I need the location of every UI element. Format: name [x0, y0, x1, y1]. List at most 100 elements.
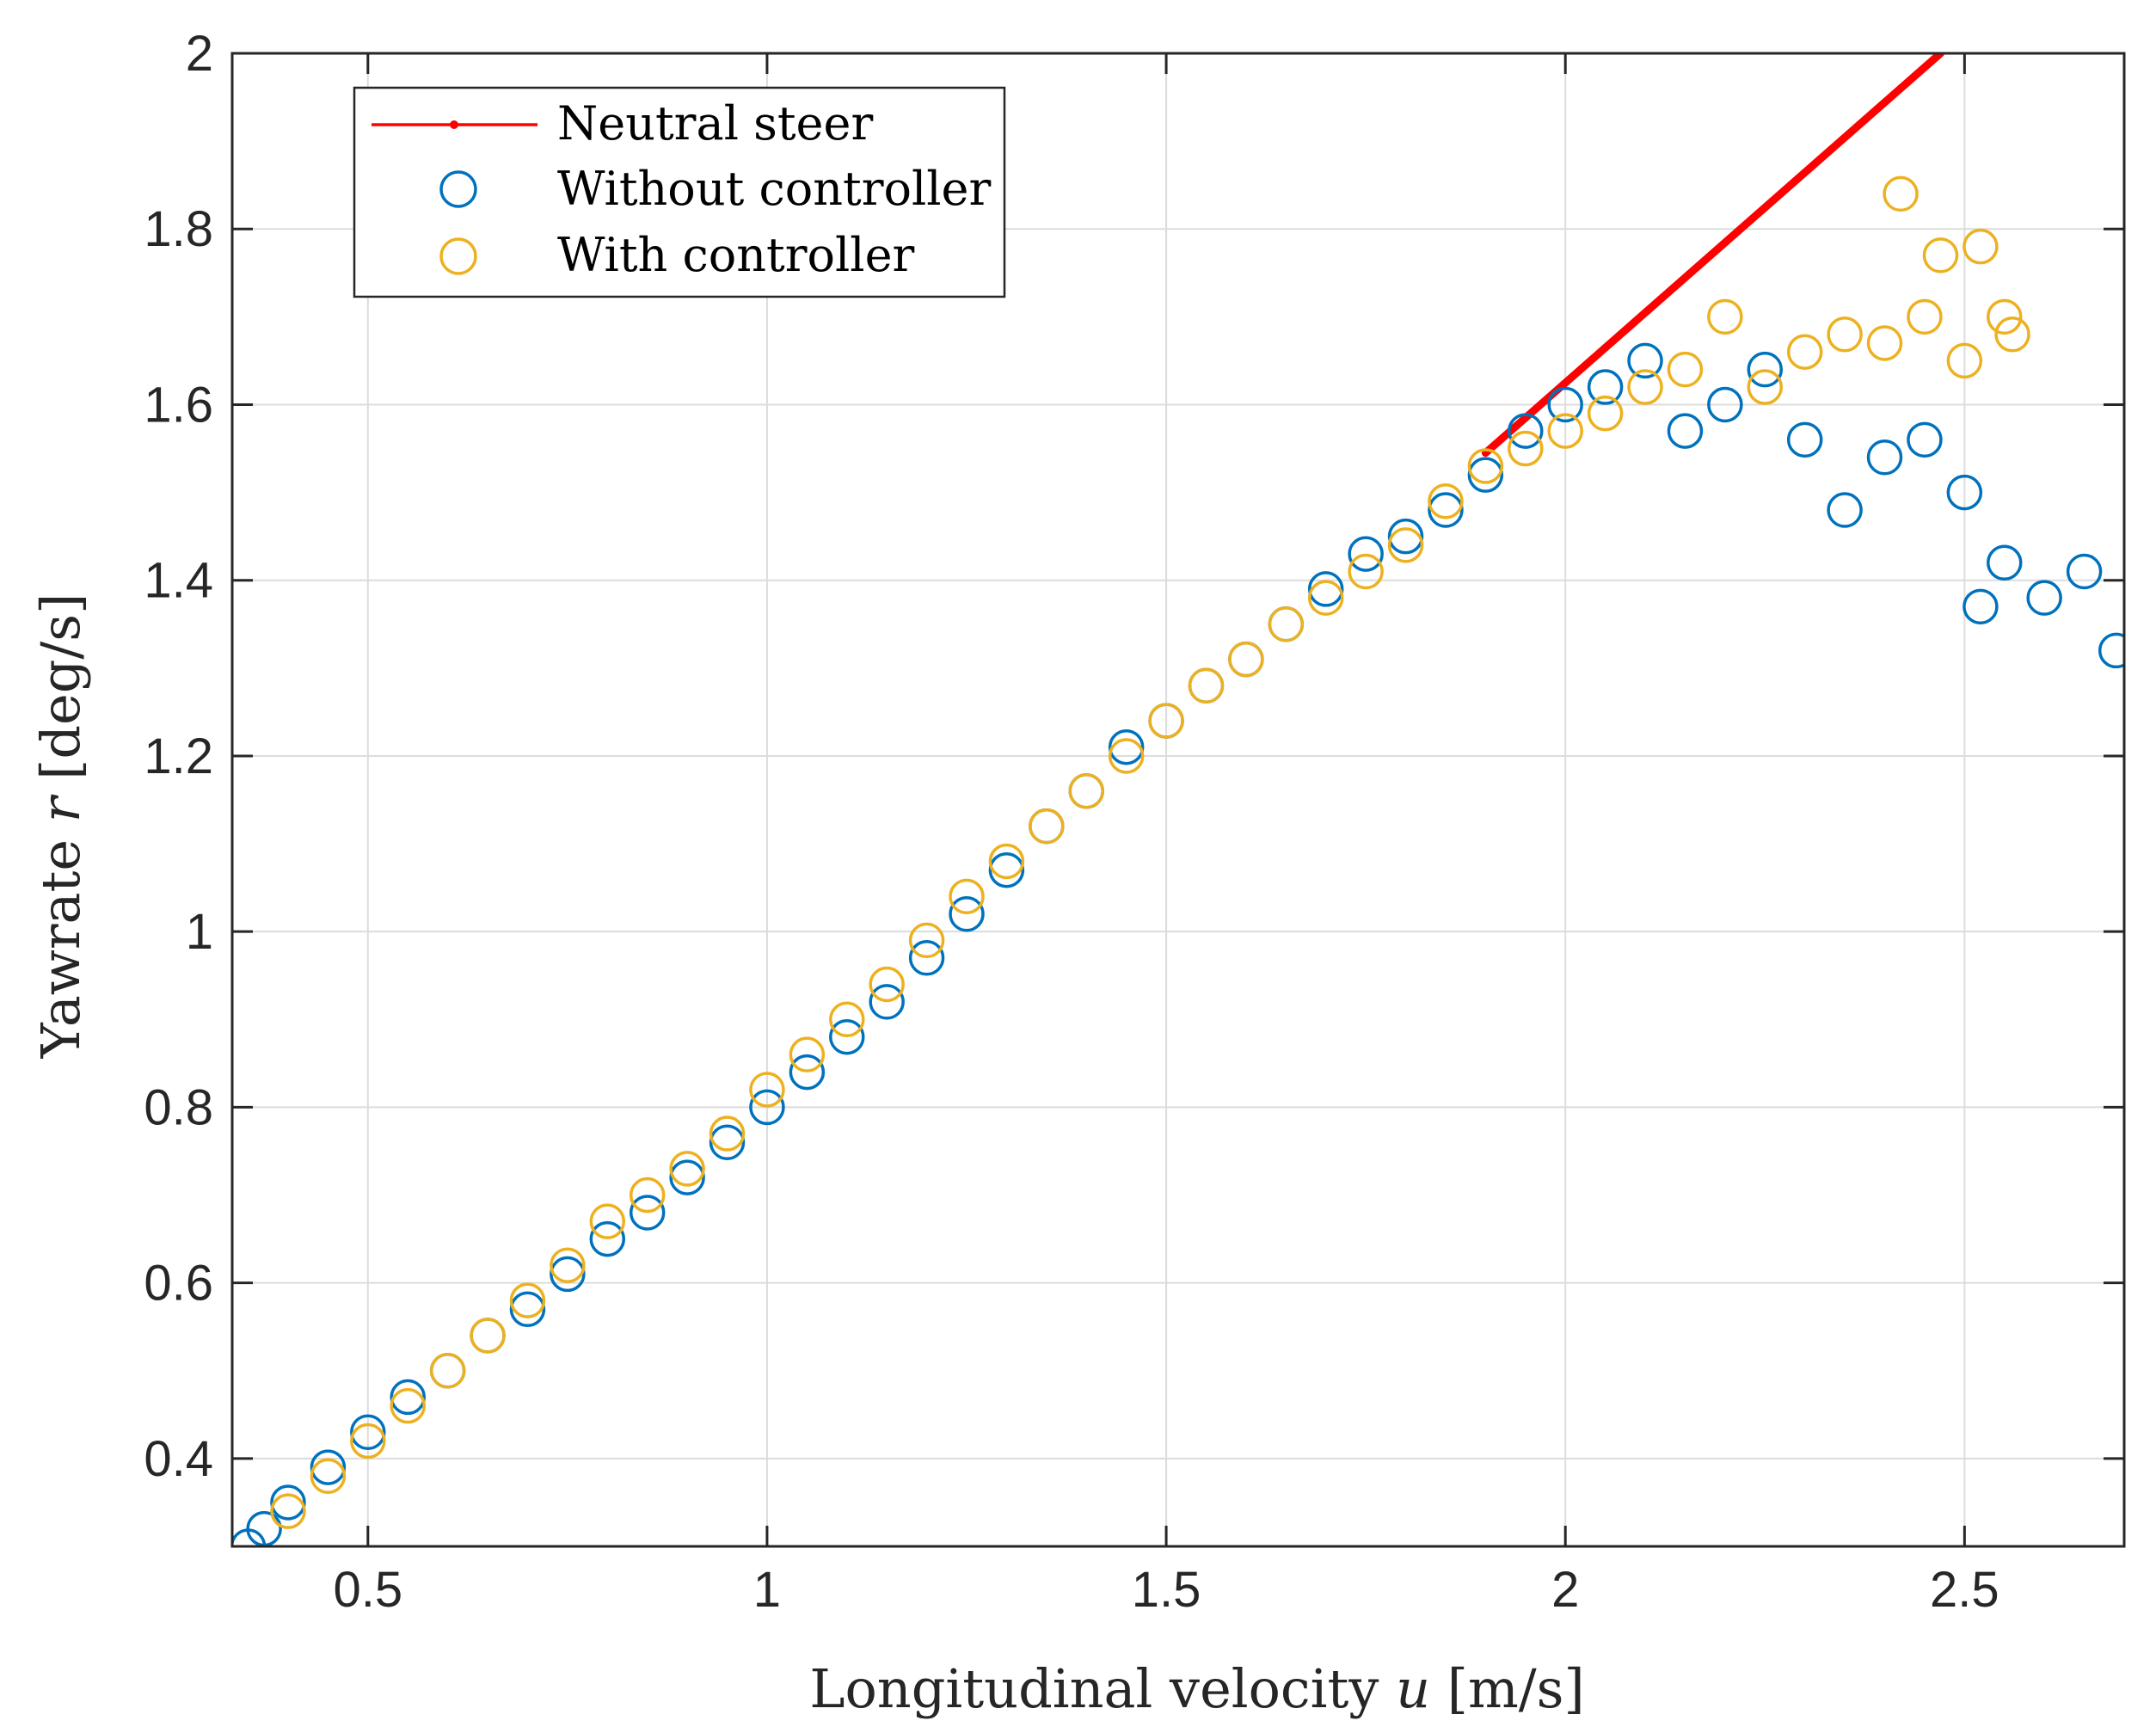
with-controller-point: [1307, 580, 1344, 616]
plot-area: 0.5 1 1.5 2 2.5 0.4 0.6 0.8 1 1.2 1.4 1.6 1.8 2: [144, 26, 2126, 1618]
with-controller-point: [1268, 606, 1305, 642]
without-controller-point: [1348, 536, 1384, 572]
with-controller-point: [1907, 298, 1943, 335]
with-controller-point: [669, 1151, 705, 1187]
without-controller-point: [1707, 386, 1743, 423]
with-controller-point: [1883, 175, 1919, 212]
without-controller-point: [869, 984, 905, 1020]
with-controller-point: [509, 1282, 546, 1318]
without-controller-point: [2098, 632, 2124, 669]
with-controller-point: [1994, 316, 2030, 353]
without-controller-point: [1827, 492, 1863, 528]
with-controller-point: [1148, 703, 1184, 739]
without-controller-point: [789, 1054, 826, 1091]
without-controller-point: [270, 1484, 306, 1521]
with-controller-point: [749, 1072, 785, 1108]
without-controller-point: [908, 940, 945, 976]
without-controller-point: [669, 1159, 705, 1195]
y-tick-label: 1.8: [144, 201, 213, 257]
with-controller-point: [1786, 334, 1823, 370]
with-controller-point: [429, 1353, 466, 1389]
with-controller-point: [629, 1177, 666, 1214]
without-controller-point: [1747, 351, 1784, 388]
with-controller-point: [1029, 808, 1065, 845]
with-controller-point: [1667, 351, 1704, 388]
with-controller-point: [988, 843, 1025, 880]
without-controller-point: [390, 1379, 426, 1416]
neutral-steer-line: [1481, 53, 1944, 458]
x-tick-label: 2: [1551, 1562, 1579, 1618]
legend-with-controller-label: With controller: [557, 228, 915, 282]
with-controller-point: [829, 1001, 865, 1038]
with-controller-point: [1627, 369, 1663, 405]
without-controller-point: [1667, 413, 1704, 449]
with-controller-point: [1707, 298, 1743, 335]
with-controller-point: [1866, 325, 1903, 361]
x-axis-title: Longitudinal velocity u [m/s]: [809, 1657, 1584, 1720]
y-tick-label: 1.6: [144, 377, 213, 433]
x-tick-label: 1.5: [1132, 1562, 1201, 1618]
without-controller-point: [629, 1195, 666, 1231]
without-controller-point: [988, 851, 1025, 888]
without-controller-point: [949, 896, 985, 932]
with-controller-point: [1428, 483, 1464, 519]
axes-background: [232, 53, 2124, 1546]
legend-without-controller-marker: [439, 170, 477, 208]
with-controller-point: [1228, 641, 1264, 678]
without-controller-point: [1587, 369, 1624, 405]
without-controller-point: [1307, 571, 1344, 607]
with-controller-point: [550, 1247, 586, 1283]
legend-box: [353, 86, 1006, 298]
with-controller-point: [1387, 527, 1424, 563]
x-tick-label: 2.5: [1930, 1562, 1999, 1618]
without-controller-point: [1907, 421, 1943, 458]
ticks: [232, 52, 2124, 1546]
with-controller-point: [270, 1493, 306, 1529]
without-controller-point: [1946, 474, 1983, 511]
without-controller-point: [550, 1256, 586, 1293]
axes-box: [230, 52, 2126, 1548]
without-controller-point: [829, 1018, 865, 1055]
with-controller-point: [1188, 667, 1225, 704]
without-controller-point: [2066, 553, 2103, 590]
without-controller-point: [1508, 413, 1544, 449]
with-controller-point: [1108, 738, 1145, 774]
without-controller-point: [1786, 421, 1823, 458]
with-controller-point: [1963, 228, 1999, 265]
with-controller-point: [470, 1318, 506, 1354]
without-controller-point: [1108, 728, 1145, 765]
with-controller-point: [1827, 316, 1863, 353]
without-controller-point: [1428, 492, 1464, 528]
with-controller-point: [1922, 237, 1959, 273]
with-controller-point: [908, 922, 945, 959]
without-controller-point: [1627, 342, 1663, 379]
with-controller-point: [1068, 773, 1104, 809]
with-controller-point: [789, 1036, 826, 1072]
y-tick-label: 0.4: [144, 1431, 213, 1487]
y-tick-label: 1.4: [144, 553, 213, 609]
with-controller-point: [869, 966, 905, 1003]
with-controller-point: [1587, 395, 1624, 432]
series-layer: [232, 53, 2124, 1546]
legend-without-controller-label: Without controller: [557, 162, 992, 216]
legend-neutral-steer-marker: [450, 120, 458, 129]
with-controller-point: [1747, 369, 1784, 405]
with-controller-point: [589, 1203, 626, 1239]
without-controller-point: [1467, 457, 1504, 493]
without-controller-point: [350, 1414, 386, 1450]
without-controller-point: [709, 1124, 746, 1161]
x-tick-label: 0.5: [333, 1562, 402, 1618]
without-controller-point: [749, 1089, 785, 1126]
tick-labels: 0.5 1 1.5 2 2.5 0.4 0.6 0.8 1 1.2 1.4 1.6 1.8 2: [144, 26, 1999, 1618]
with-controller-point: [949, 878, 985, 915]
y-tick-label: 0.8: [144, 1079, 213, 1135]
with-controller-point: [1946, 342, 1983, 379]
without-controller-point: [509, 1291, 546, 1328]
with-controller-point: [1547, 413, 1583, 449]
without-controller-point: [310, 1449, 347, 1485]
y-tick-label: 1: [186, 904, 213, 960]
y-tick-label: 0.6: [144, 1256, 213, 1312]
with-controller-point: [310, 1458, 347, 1495]
with-controller-point: [1987, 298, 2023, 335]
legend: Neutral steer Without controller With co…: [353, 86, 1006, 298]
